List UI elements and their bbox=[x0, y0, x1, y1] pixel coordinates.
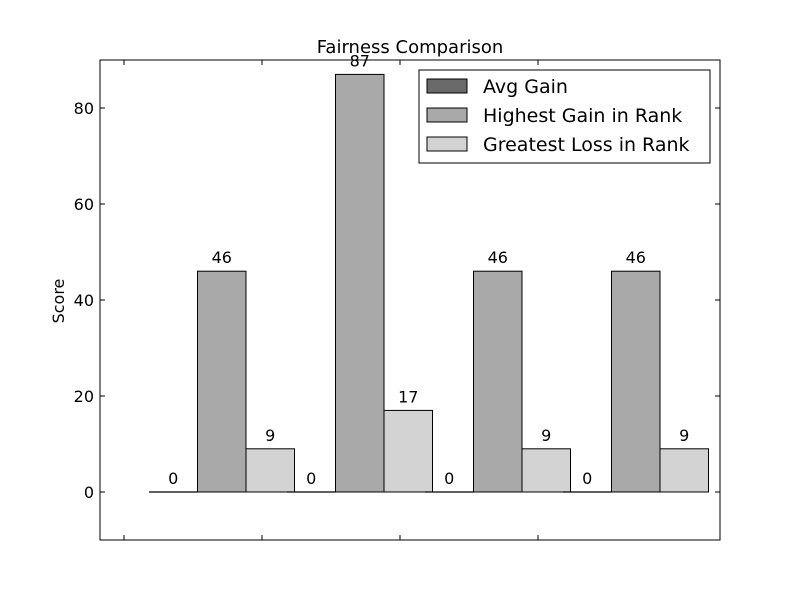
legend-swatch bbox=[426, 136, 468, 152]
legend: Avg Gain Highest Gain in Rank Greatest Los… bbox=[418, 69, 711, 164]
bar-2-group-1 bbox=[197, 270, 247, 493]
legend-label: Highest Gain in Rank bbox=[483, 105, 682, 127]
legend-label: Avg Gain bbox=[483, 76, 568, 98]
chart-title: Fairness Comparison bbox=[317, 37, 504, 58]
y-tick-label: 60 bbox=[74, 195, 94, 214]
legend-swatch bbox=[426, 78, 468, 94]
bar-2-group-4 bbox=[611, 270, 661, 493]
data-label: 9 bbox=[679, 426, 689, 445]
data-label: 0 bbox=[582, 469, 592, 488]
bar-2-group-3 bbox=[473, 270, 523, 493]
data-label: 87 bbox=[350, 51, 370, 70]
y-tick-label: 20 bbox=[74, 387, 94, 406]
data-label: 0 bbox=[168, 469, 178, 488]
data-label: 46 bbox=[488, 248, 508, 267]
y-axis-label: Score bbox=[49, 279, 68, 324]
plot-area: 0 46 9 0 87 17 0 46 9 0 46 9 0 20 40 60 80 bbox=[74, 51, 721, 541]
bar-3-group-2 bbox=[383, 409, 433, 493]
data-label: 17 bbox=[398, 387, 418, 406]
data-label: 9 bbox=[265, 426, 275, 445]
y-tick-label: 40 bbox=[74, 291, 94, 310]
bar-3-group-1 bbox=[245, 448, 295, 493]
data-label: 9 bbox=[541, 426, 551, 445]
data-label: 46 bbox=[626, 248, 646, 267]
data-label: 0 bbox=[444, 469, 454, 488]
data-label: 0 bbox=[306, 469, 316, 488]
data-label: 46 bbox=[212, 248, 232, 267]
bar-2-group-2 bbox=[335, 73, 385, 493]
bar-3-group-3 bbox=[521, 448, 571, 493]
legend-label: Greatest Loss in Rank bbox=[483, 134, 690, 156]
y-tick-label: 80 bbox=[74, 99, 94, 118]
bar-3-group-4 bbox=[659, 448, 709, 493]
legend-swatch bbox=[426, 107, 468, 123]
y-tick-label: 0 bbox=[84, 483, 94, 502]
